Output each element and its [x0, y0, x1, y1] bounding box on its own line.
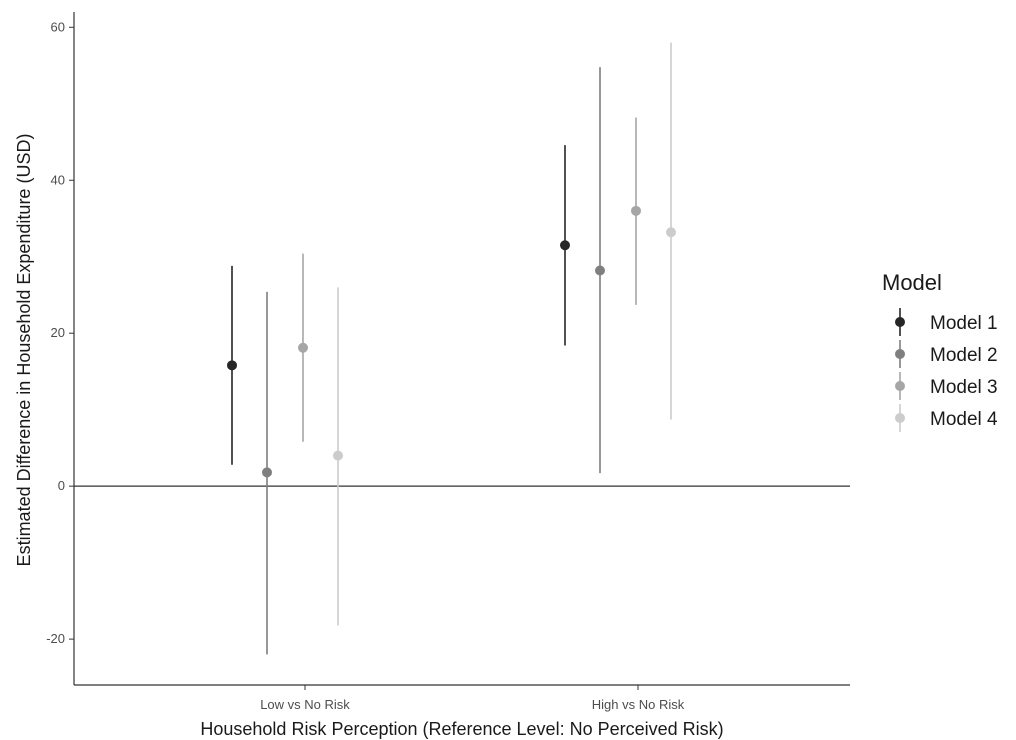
data-point [333, 450, 343, 461]
legend-key-point [895, 317, 905, 327]
x-axis-title: Household Risk Perception (Reference Lev… [200, 719, 723, 739]
legend-title: Model [882, 270, 942, 295]
legend-label: Model 4 [930, 409, 998, 430]
data-point [227, 360, 237, 371]
x-tick-label: High vs No Risk [592, 697, 685, 712]
legend-label: Model 2 [930, 345, 998, 366]
y-axis: -20 0 20 40 60 [46, 12, 75, 685]
y-axis-title: Estimated Difference in Household Expend… [14, 134, 34, 567]
x-axis: Low vs No Risk High vs No Risk [74, 684, 850, 712]
legend-items: Model 1 Model 2 Model 3 Model 4 [895, 308, 998, 432]
y-tick-label: 60 [51, 19, 65, 34]
legend-label: Model 1 [930, 313, 998, 334]
y-tick-label: -20 [46, 631, 65, 646]
data-point [262, 467, 272, 478]
y-tick-label: 20 [51, 325, 65, 340]
data-point [560, 240, 570, 251]
data-point [298, 342, 308, 353]
legend-label: Model 3 [930, 377, 998, 398]
legend-key-point [895, 381, 905, 391]
data-point [631, 205, 641, 216]
y-tick-label: 0 [58, 478, 65, 493]
y-tick-label: 40 [51, 172, 65, 187]
plot-area [74, 42, 850, 655]
legend-key-point [895, 349, 905, 359]
legend-key-point [895, 413, 905, 423]
data-point [666, 227, 676, 238]
x-tick-label: Low vs No Risk [260, 697, 350, 712]
legend: Model Model 1 Model 2 Model 3 Model 4 [882, 270, 998, 432]
data-point [595, 265, 605, 276]
